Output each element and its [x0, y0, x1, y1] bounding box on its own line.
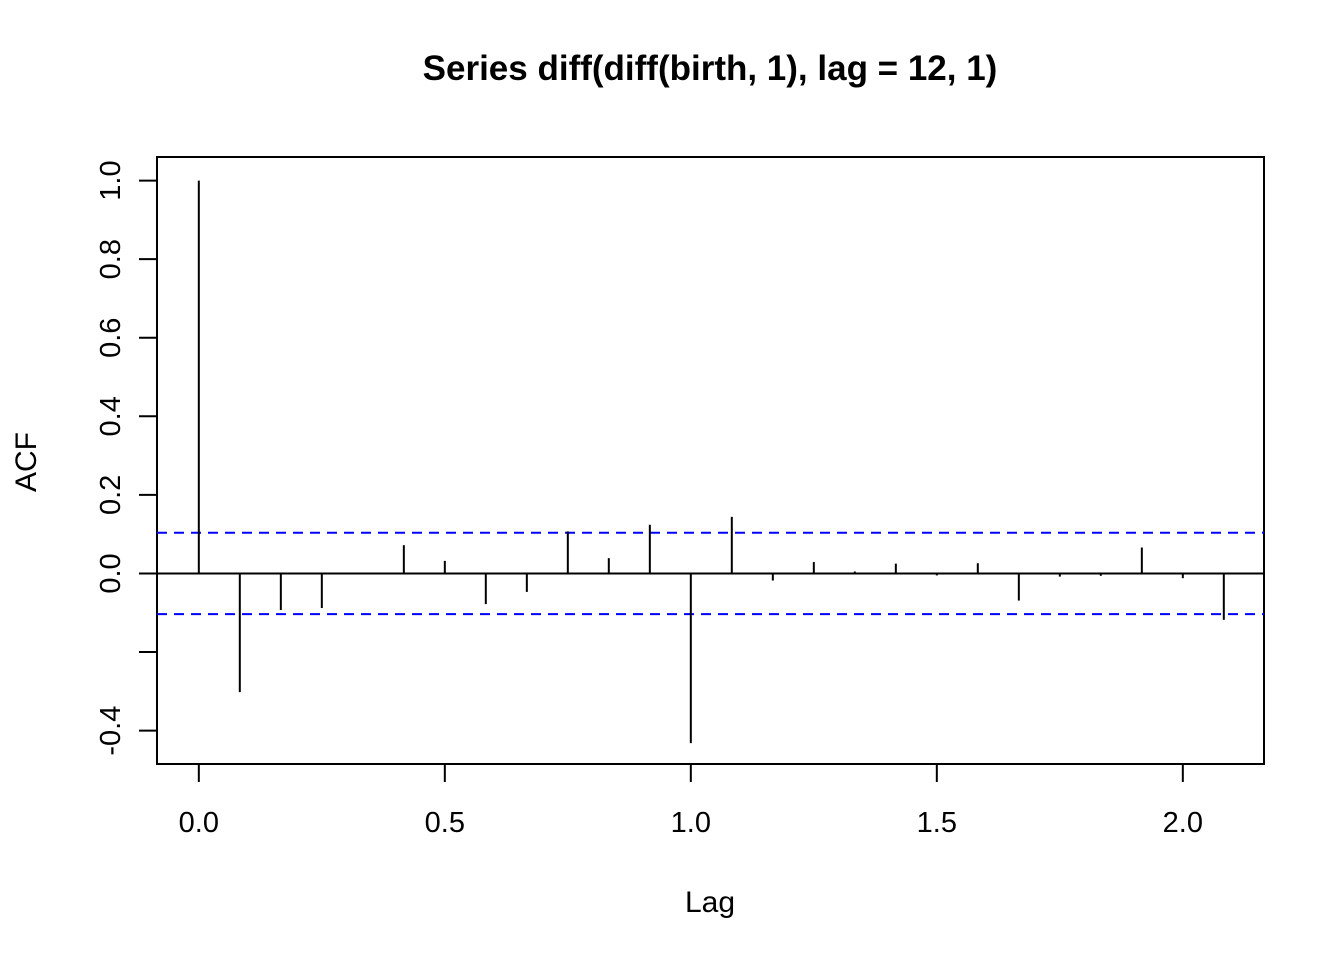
- confidence-bounds: [157, 531, 1264, 616]
- x-tick-label: 2.0: [1163, 807, 1203, 839]
- x-tick-label: 0.0: [179, 807, 219, 839]
- x-tick-label: 0.5: [425, 807, 465, 839]
- y-tick-label: 0.4: [95, 396, 127, 436]
- y-axis: -0.4 0.0 0.2 0.4 0.6 0.8 1.0: [95, 160, 158, 756]
- x-tick-label: 1.5: [917, 807, 957, 839]
- y-tick-label: 0.2: [95, 475, 127, 515]
- y-tick-label: 1.0: [95, 160, 127, 200]
- y-tick-label: -0.4: [95, 706, 127, 756]
- y-tick-label: 0.8: [95, 239, 127, 279]
- acf-bars: [197, 180, 1225, 744]
- y-tick-label: 0.6: [95, 318, 127, 358]
- plot-frame: [156, 156, 1265, 765]
- x-tick-label: 1.0: [671, 807, 711, 839]
- x-axis: 0.0 0.5 1.0 1.5 2.0: [179, 763, 1203, 839]
- x-axis-label: Lag: [685, 886, 735, 919]
- y-tick-label: 0.0: [95, 553, 127, 593]
- chart-title: Series diff(diff(birth, 1), lag = 12, 1): [423, 49, 998, 88]
- y-axis-label: ACF: [10, 432, 43, 492]
